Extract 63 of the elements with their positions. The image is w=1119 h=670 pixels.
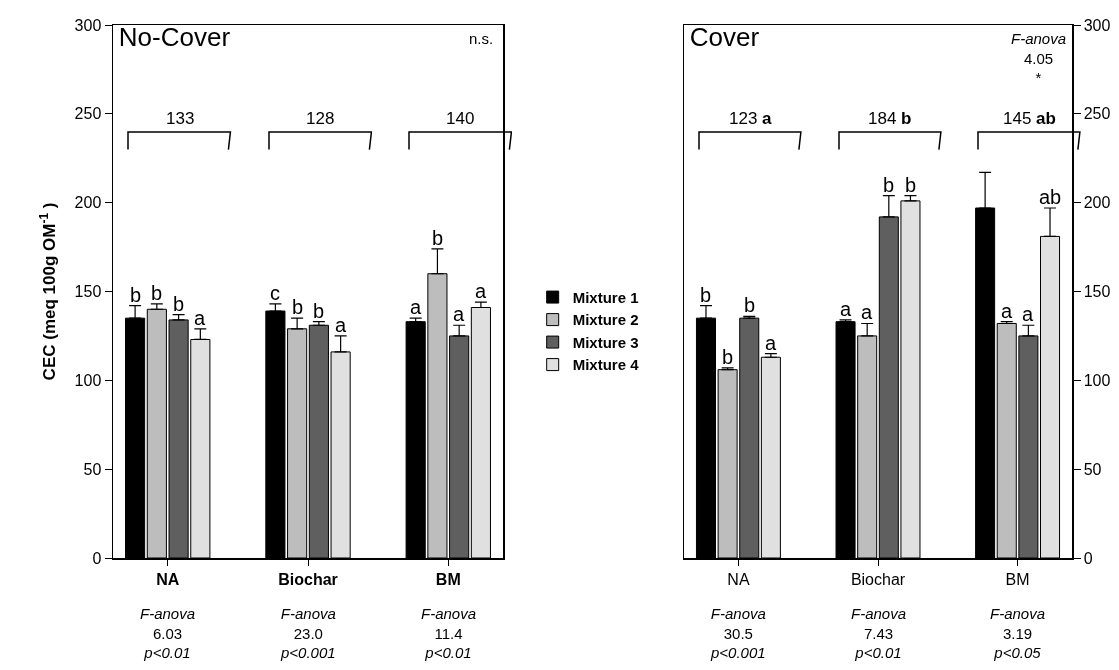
y-tick-label: 100 [1083, 371, 1111, 389]
y-tick-label: 250 [74, 105, 102, 123]
annotation: 184 b [868, 109, 912, 128]
data-label: b [313, 300, 325, 322]
annotation: F-anova 4.05 * [1011, 30, 1067, 86]
data-label: a [861, 301, 873, 323]
y-tick-label: 0 [1083, 549, 1093, 567]
y-tick-label: 300 [1083, 16, 1111, 34]
data-label: a [410, 296, 422, 318]
data-label: a [453, 303, 465, 325]
x-tick-label: NA [727, 570, 750, 588]
y-tick-label: 200 [1083, 194, 1111, 212]
data-label: b [722, 346, 734, 368]
data-label: b [744, 294, 756, 316]
chart-title: Cover [689, 21, 760, 52]
data-label: b [130, 284, 142, 306]
x-tick-label: Biochar [278, 570, 338, 588]
x-tick-label: BM [1005, 570, 1030, 588]
data-label: a [1001, 300, 1013, 322]
data-label: a [765, 332, 777, 354]
text: F-anova 30.5 p<0.001 [710, 605, 766, 661]
y-tick-label: 150 [1083, 283, 1111, 301]
annotation: 140 [446, 109, 475, 128]
chart-title: No-Cover [118, 21, 231, 52]
legend-label: Mixture 2 [572, 311, 639, 329]
y-tick-label: 200 [74, 194, 102, 212]
data-label: a [335, 314, 347, 336]
legend-label: Mixture 4 [572, 356, 640, 374]
data-label: b [883, 174, 895, 196]
data-label: b [905, 174, 917, 196]
x-tick-label: NA [156, 570, 180, 588]
annotation: 128 [306, 109, 335, 128]
y-tick-label: 150 [74, 283, 102, 301]
annotation: n.s. [469, 30, 494, 47]
data-label: b [173, 293, 185, 315]
data-label: a [475, 280, 487, 302]
y-tick-label: 0 [92, 549, 102, 567]
data-label: a [840, 298, 852, 320]
legend-label: Mixture 3 [572, 333, 639, 351]
data-label: b [292, 296, 304, 318]
data-label: ab [1039, 186, 1062, 208]
x-tick-label: Biochar [850, 570, 906, 588]
legend-label: Mixture 1 [572, 288, 639, 306]
data-label: c [270, 282, 280, 304]
data-label: a [1022, 303, 1034, 325]
y-tick-label: 300 [74, 16, 102, 34]
y-tick-label: 100 [74, 371, 102, 389]
y-tick-label: 50 [83, 460, 102, 478]
annotation: 123 a [729, 109, 773, 128]
text: F-anova 6.03 p<0.01 [140, 605, 196, 661]
text: F-anova 11.4 p<0.01 [421, 605, 477, 661]
text: F-anova 23.0 p<0.001 [280, 605, 336, 661]
annotation: 145 ab [1003, 109, 1056, 128]
data-label: b [432, 227, 444, 249]
data-label: a [194, 307, 206, 329]
y-tick-label: 250 [1083, 105, 1111, 123]
annotation: 133 [166, 109, 195, 128]
text: F-anova 7.43 p<0.01 [851, 605, 907, 661]
data-label: b [151, 282, 163, 304]
data-label: b [700, 284, 712, 306]
x-tick-label: BM [435, 570, 461, 588]
y-tick-label: 50 [1083, 460, 1102, 478]
text: F-anova 3.19 p<0.05 [990, 605, 1046, 661]
